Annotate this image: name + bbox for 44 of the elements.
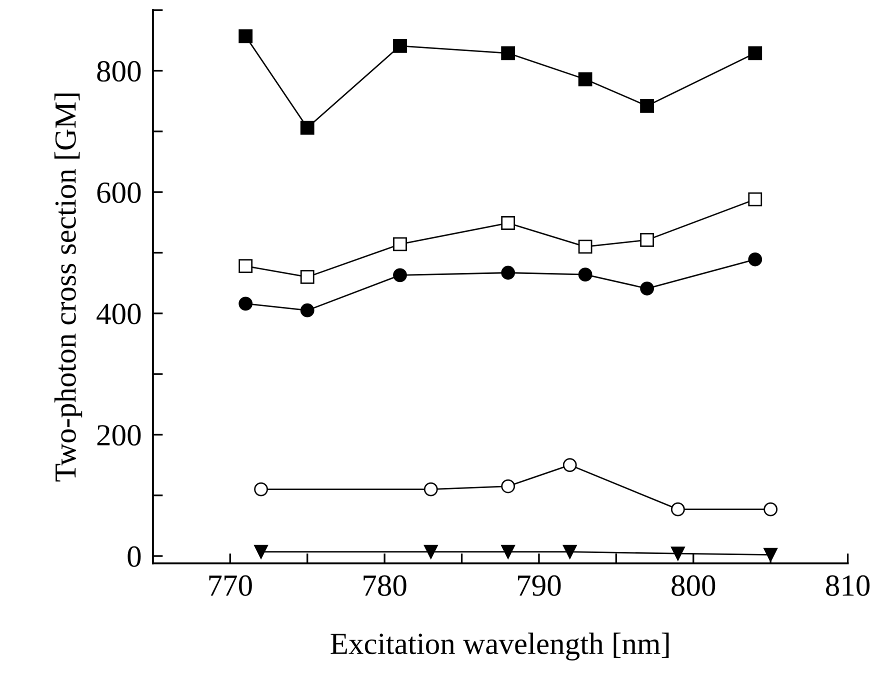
point [300, 303, 314, 318]
point [238, 29, 253, 44]
point [562, 544, 577, 559]
point [578, 240, 592, 254]
point [300, 270, 314, 284]
point [300, 120, 314, 135]
x-tick-label: 790 [518, 575, 561, 596]
point [254, 482, 268, 496]
point [254, 544, 268, 559]
point [393, 38, 407, 53]
point [393, 237, 407, 252]
point [578, 72, 592, 86]
point [748, 192, 762, 206]
point [501, 544, 516, 559]
point [640, 282, 654, 296]
point [501, 46, 516, 60]
point [424, 544, 438, 559]
point [764, 502, 778, 516]
point [640, 233, 654, 247]
point [748, 252, 762, 266]
x-tick-label: 810 [826, 575, 870, 596]
y-axis-title: Two-photon cross section [GM] [54, 94, 82, 482]
point [238, 259, 253, 274]
point [670, 502, 685, 516]
x-tick-label: 800 [672, 575, 716, 596]
x-axis-title: Excitation wavelength [nm] [330, 632, 669, 660]
point [748, 46, 762, 60]
point [640, 98, 654, 113]
point [238, 296, 253, 311]
x-tick-label: 780 [364, 575, 406, 596]
point [424, 482, 438, 496]
point [393, 268, 407, 282]
point [562, 458, 577, 472]
point [501, 216, 516, 230]
point [578, 268, 592, 282]
y-tick-label: 400 [96, 304, 141, 324]
point [670, 546, 685, 561]
point [501, 479, 516, 494]
y-tick-label: 200 [97, 424, 141, 446]
y-tick-label: 600 [97, 182, 141, 203]
point [501, 266, 516, 280]
y-tick-label: 0 [128, 546, 141, 567]
y-tick-label: 800 [97, 61, 141, 82]
x-tick-label: 770 [209, 575, 252, 596]
